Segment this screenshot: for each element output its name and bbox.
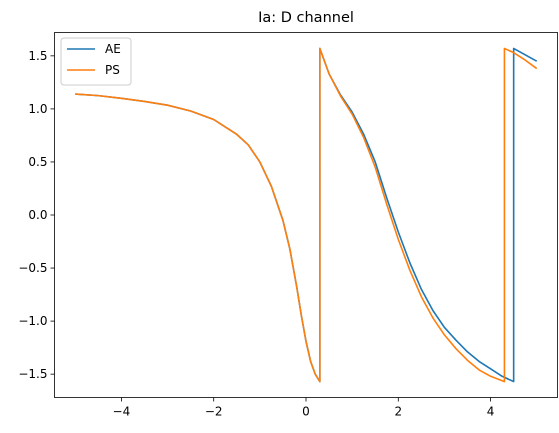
- y-tick-label: −0.5: [18, 261, 47, 275]
- y-tick-label: 0.0: [28, 208, 47, 222]
- x-tick-label: 0: [302, 405, 310, 419]
- plot-frame: [54, 32, 558, 398]
- y-tick-label: 1.0: [28, 102, 47, 116]
- y-tick-label: −1.0: [18, 314, 47, 328]
- x-tick-label: 4: [487, 405, 495, 419]
- axis-ticks: −4 −2 0 2 4 −1.5 −1.0 −0.5 0.0 0.5 1.0 1.5: [18, 49, 494, 419]
- x-tick-label: 2: [394, 405, 402, 419]
- x-tick-label: −4: [113, 405, 131, 419]
- x-tick-label: −2: [205, 405, 223, 419]
- series-line-ps: [75, 47, 538, 383]
- chart-title: Ia: D channel: [258, 10, 354, 26]
- y-tick-label: 1.5: [28, 49, 47, 63]
- plot-area: [75, 47, 538, 383]
- legend-label-ps: PS: [105, 63, 120, 77]
- legend-label-ae: AE: [105, 42, 121, 56]
- legend: AE PS: [60, 37, 132, 86]
- y-tick-label: 0.5: [28, 155, 47, 169]
- y-tick-label: −1.5: [18, 367, 47, 381]
